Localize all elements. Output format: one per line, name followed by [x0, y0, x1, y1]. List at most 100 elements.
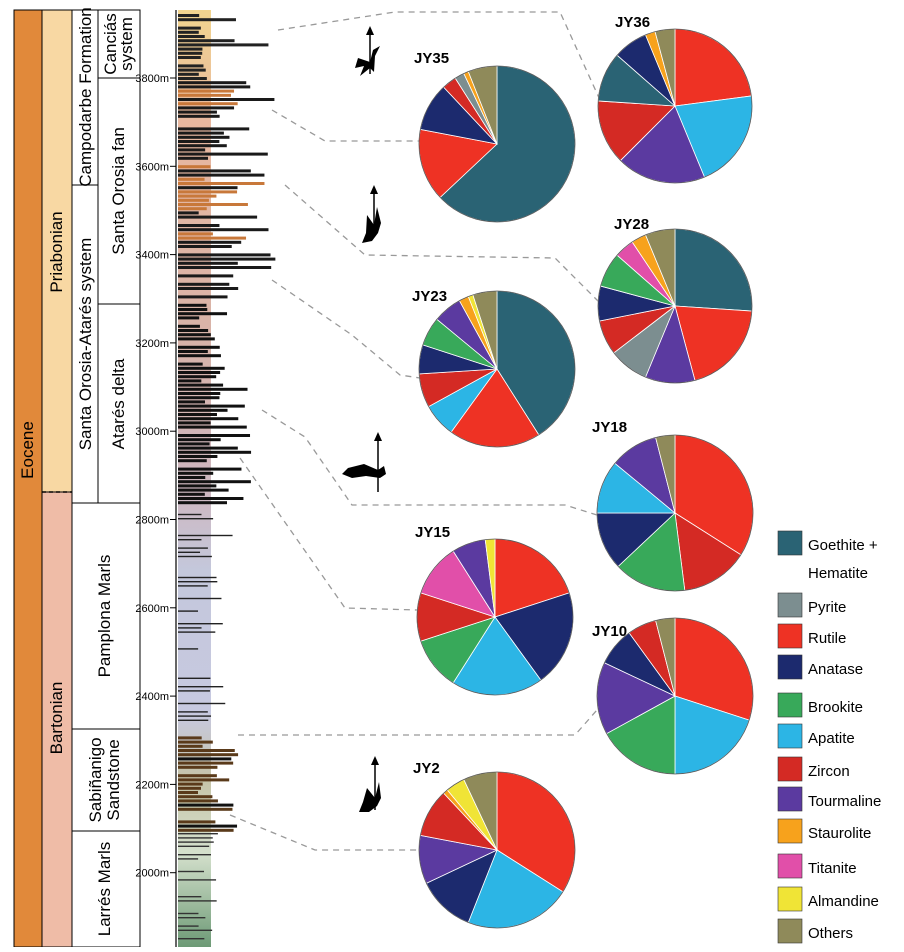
log-bed: [178, 581, 217, 582]
log-bed: [178, 136, 229, 139]
sedimentary-log-beds: [178, 14, 275, 939]
log-bed: [178, 774, 217, 777]
connector-jy10: [238, 693, 612, 735]
log-bed: [178, 783, 203, 786]
depth-tick-label: 2800m: [135, 515, 169, 527]
log-bed: [178, 245, 232, 248]
log-bed: [178, 762, 233, 765]
log-bed: [178, 799, 218, 802]
log-bed: [178, 409, 228, 412]
log-bed: [178, 295, 228, 298]
log-bed: [178, 514, 201, 515]
legend-swatch: [778, 854, 802, 878]
pie-title: JY28: [614, 216, 649, 233]
log-bed: [178, 451, 251, 454]
log-bed: [178, 182, 264, 185]
connector-jy23: [272, 280, 420, 378]
depth-tick-label: 3200m: [135, 338, 169, 350]
log-bed: [178, 690, 210, 691]
log-bed: [178, 35, 205, 38]
legend-item-rutile: Rutile: [778, 624, 846, 648]
log-bed: [178, 132, 224, 135]
log-bed: [178, 766, 217, 769]
log-bed: [178, 472, 213, 475]
log-bed: [178, 73, 199, 76]
log-bed: [178, 392, 220, 395]
formation-label-santa-orosia-fan: Santa Orosia fan: [109, 127, 128, 255]
log-bed: [178, 48, 202, 51]
depth-tick-label: 2000m: [135, 868, 169, 880]
log-bed: [178, 741, 213, 744]
pie-jy36: JY36: [598, 14, 752, 183]
log-bed: [178, 396, 219, 399]
legend-label: Staurolite: [808, 825, 871, 842]
stage-label-priabonian: Priabonian: [47, 211, 66, 292]
log-bed: [178, 791, 198, 794]
formation-label-sabinanigo-2: Sandstone: [104, 739, 123, 820]
legend-label: Apatite: [808, 730, 855, 747]
log-bed: [178, 426, 247, 429]
log-bed: [178, 258, 275, 261]
log-bed: [178, 253, 271, 256]
pie-title: JY2: [413, 760, 440, 777]
log-bed: [178, 384, 223, 387]
log-bed: [178, 266, 271, 269]
legend-label: Titanite: [808, 860, 857, 877]
log-bed: [178, 749, 235, 752]
log-bed: [178, 925, 199, 926]
legend-label: Brookite: [808, 699, 863, 716]
log-bed: [178, 153, 268, 156]
log-bed: [178, 27, 201, 30]
log-bed: [178, 854, 211, 855]
log-bed: [178, 825, 237, 828]
pie-title: JY10: [592, 623, 627, 640]
legend-item-anatase: Anatase: [778, 655, 863, 679]
pie-jy18: JY18: [592, 419, 753, 591]
legend-item-almandine: Almandine: [778, 887, 879, 911]
log-bed: [178, 804, 233, 807]
log-bed: [178, 623, 223, 624]
log-bed: [178, 787, 201, 790]
log-bed: [178, 913, 198, 914]
log-bed: [178, 190, 237, 193]
legend-label-line2: Hematite: [808, 565, 868, 582]
log-bed: [178, 287, 238, 290]
pie-title: JY35: [414, 50, 449, 67]
log-bed: [178, 18, 236, 21]
epoch-label: Eocene: [18, 421, 37, 479]
log-bed: [178, 442, 210, 445]
log-bed: [178, 379, 201, 382]
log-bed: [178, 174, 264, 177]
pie-jy28: JY28: [598, 216, 752, 383]
legend-item-zircon: Zircon: [778, 757, 850, 781]
log-bed: [178, 501, 227, 504]
formation-label-sabinanigo-1: Sabiñanigo: [86, 737, 105, 822]
legend: Goethite +HematitePyriteRutileAnataseBro…: [778, 531, 881, 943]
log-bed: [178, 140, 219, 143]
log-bed: [178, 871, 204, 872]
legend-swatch: [778, 919, 802, 943]
log-bed: [178, 493, 205, 496]
log-bed: [178, 795, 212, 798]
log-bed: [178, 111, 217, 114]
log-bed: [178, 228, 268, 231]
formation-label-campodarbe: Campodarbe Formation: [76, 7, 95, 187]
log-bed: [178, 459, 207, 462]
legend-item-tourmaline: Tourmaline: [778, 787, 881, 811]
legend-swatch: [778, 819, 802, 843]
depth-tick-label: 2400m: [135, 691, 169, 703]
log-bed: [178, 39, 235, 42]
pie-charts: JY36 JY35 JY28 JY23 JY18 JY15 JY10 JY2: [412, 14, 753, 928]
log-bed: [178, 186, 238, 189]
log-bed: [178, 237, 246, 240]
log-bed: [178, 778, 229, 781]
legend-swatch: [778, 724, 802, 748]
log-bed: [178, 829, 234, 832]
log-bed: [178, 308, 207, 311]
log-bed: [178, 938, 204, 939]
log-bed: [178, 316, 199, 319]
log-bed: [178, 102, 238, 105]
log-bed: [178, 476, 205, 479]
legend-label: Rutile: [808, 630, 846, 647]
